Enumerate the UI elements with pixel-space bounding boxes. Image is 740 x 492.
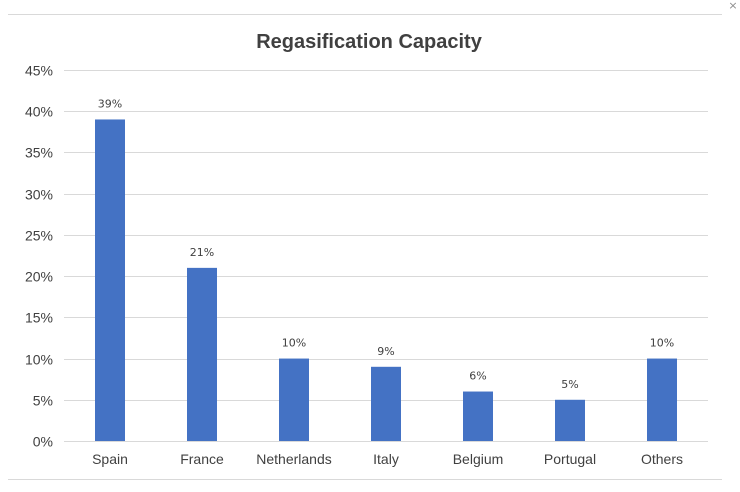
- x-axis: Spain France Netherlands Italy Belgium Portug…: [92, 451, 683, 467]
- x-tick-label: Netherlands: [256, 451, 332, 467]
- y-tick-label: 5%: [33, 393, 53, 409]
- close-icon[interactable]: ×: [728, 0, 738, 12]
- data-labels: 39% 21% 10% 9% 6% 5% 10%: [98, 97, 674, 390]
- bars: [95, 119, 677, 441]
- chart-title: Regasification Capacity: [256, 31, 483, 53]
- bar-portugal: [555, 399, 585, 441]
- y-tick-label: 10%: [25, 352, 53, 368]
- x-tick-label: France: [180, 451, 224, 467]
- y-tick-label: 0%: [33, 434, 53, 450]
- x-tick-label: Italy: [373, 451, 399, 467]
- y-tick-label: 45%: [25, 63, 53, 79]
- x-tick-label: Spain: [92, 451, 128, 467]
- bar-spain: [95, 119, 125, 441]
- gridlines: [64, 70, 708, 442]
- data-label-portugal: 5%: [561, 378, 578, 391]
- y-tick-label: 35%: [25, 145, 53, 161]
- data-label-spain: 39%: [98, 97, 122, 110]
- bar-netherlands: [279, 358, 309, 441]
- bar-france: [187, 267, 217, 441]
- x-tick-label: Others: [641, 451, 683, 467]
- y-tick-label: 30%: [25, 187, 53, 203]
- bar-belgium: [463, 391, 493, 441]
- bar-others: [647, 358, 677, 441]
- y-tick-label: 15%: [25, 310, 53, 326]
- y-tick-label: 40%: [25, 104, 53, 120]
- bar-italy: [371, 366, 401, 441]
- data-label-belgium: 6%: [469, 370, 486, 383]
- data-label-france: 21%: [190, 246, 214, 259]
- x-tick-label: Belgium: [453, 451, 504, 467]
- data-label-others: 10%: [650, 337, 674, 350]
- x-tick-label: Portugal: [544, 451, 596, 467]
- y-axis: 0% 5% 10% 15% 20% 25% 30% 35% 40% 45%: [25, 63, 53, 450]
- chart-frame: [8, 14, 722, 480]
- y-tick-label: 20%: [25, 269, 53, 285]
- data-label-italy: 9%: [377, 345, 394, 358]
- data-label-netherlands: 10%: [282, 337, 306, 350]
- y-tick-label: 25%: [25, 228, 53, 244]
